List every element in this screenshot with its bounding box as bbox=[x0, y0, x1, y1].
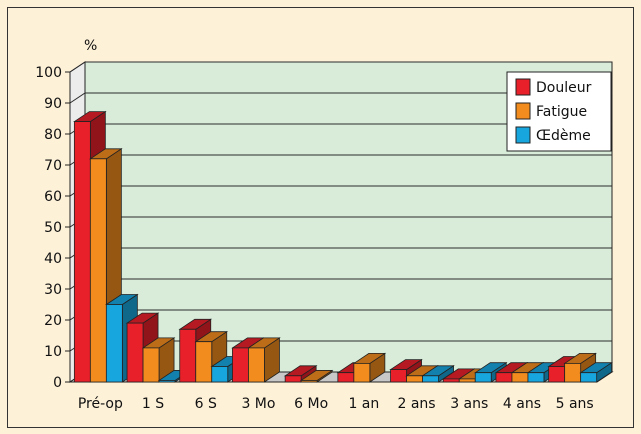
gridline bbox=[69, 92, 612, 104]
bar-front-face bbox=[105, 304, 123, 383]
x-tick-label: 3 Mo bbox=[241, 396, 275, 412]
y-tick-label: 30 bbox=[44, 282, 62, 298]
bar-front-face bbox=[458, 378, 476, 383]
x-tick-label: 6 Mo bbox=[294, 396, 328, 412]
bar-front-face bbox=[580, 372, 598, 383]
y-tick-label: 70 bbox=[44, 158, 62, 174]
bar-front-face bbox=[406, 375, 423, 383]
y-tick-label: 80 bbox=[44, 127, 62, 143]
bar--d-me-7 bbox=[473, 361, 508, 383]
bar-front-face bbox=[511, 372, 529, 383]
bar-front-face bbox=[248, 347, 265, 383]
bar-front-face bbox=[548, 366, 566, 383]
y-tick-label: 20 bbox=[44, 313, 62, 329]
y-tick-label: 40 bbox=[44, 251, 62, 267]
bar-front-face bbox=[353, 362, 371, 383]
bar-front-face bbox=[179, 328, 197, 383]
bars bbox=[73, 110, 613, 383]
bar--d-me-6 bbox=[421, 365, 455, 383]
bar-front-face bbox=[337, 372, 355, 383]
bar-front-face bbox=[211, 366, 229, 383]
bar-front-face bbox=[195, 341, 213, 383]
y-tick-label: 50 bbox=[44, 220, 62, 236]
y-tick-labels: 0 10 20 30 40 50 60 70 80 90 100 bbox=[35, 65, 62, 391]
bar-fatigue-4 bbox=[299, 369, 334, 383]
x-tick-label: 4 ans bbox=[503, 396, 541, 412]
bar-fatigue-5 bbox=[352, 352, 387, 383]
bar-front-face bbox=[564, 362, 582, 383]
x-tick-label: 3 ans bbox=[450, 396, 488, 412]
legend-swatch bbox=[515, 102, 531, 120]
bar-front-face bbox=[232, 347, 249, 383]
y-axis-label: % bbox=[84, 38, 97, 54]
bar-front-face bbox=[422, 375, 439, 383]
bar--d-me-9 bbox=[579, 361, 613, 383]
bar-front-face bbox=[142, 347, 160, 383]
bar-fatigue-1 bbox=[141, 337, 176, 383]
bar-front-face bbox=[495, 372, 513, 383]
x-tick-labels: Pré-op 1 S 6 S 3 Mo 6 Mo 1 an 2 ans 3 ans 4 ans 5… bbox=[78, 396, 594, 412]
bar-front-face bbox=[442, 378, 460, 383]
legend-label: Douleur bbox=[536, 80, 592, 96]
legend-label: Œdème bbox=[536, 128, 591, 144]
x-tick-label: 1 S bbox=[142, 396, 164, 412]
legend: Douleur Fatigue Œdème bbox=[506, 71, 612, 152]
y-tick-label: 0 bbox=[53, 375, 62, 391]
bar-front-face bbox=[158, 380, 176, 383]
y-tick-label: 90 bbox=[44, 96, 62, 112]
y-tick-label: 10 bbox=[44, 344, 62, 360]
y-tick-label: 60 bbox=[44, 189, 62, 205]
x-tick-label: 5 ans bbox=[556, 396, 594, 412]
legend-label: Fatigue bbox=[536, 104, 587, 120]
bar-front-face bbox=[284, 375, 302, 383]
legend-swatch bbox=[515, 126, 531, 144]
x-tick-label: 2 ans bbox=[397, 396, 435, 412]
bar-front-face bbox=[126, 322, 144, 383]
bar-front-face bbox=[73, 121, 91, 383]
gridline bbox=[69, 61, 612, 73]
legend-swatch bbox=[515, 78, 531, 96]
bar-front-face bbox=[300, 380, 318, 383]
x-tick-label: 1 an bbox=[348, 396, 379, 412]
bar-fatigue-3 bbox=[247, 337, 281, 383]
x-tick-label: 6 S bbox=[195, 396, 217, 412]
bar-front-face bbox=[527, 372, 545, 383]
y-tick-label: 100 bbox=[35, 65, 62, 81]
bar-front-face bbox=[89, 158, 107, 383]
bar-front-face bbox=[390, 369, 407, 383]
bar-front-face bbox=[474, 372, 492, 383]
x-tick-label: Pré-op bbox=[78, 396, 123, 412]
